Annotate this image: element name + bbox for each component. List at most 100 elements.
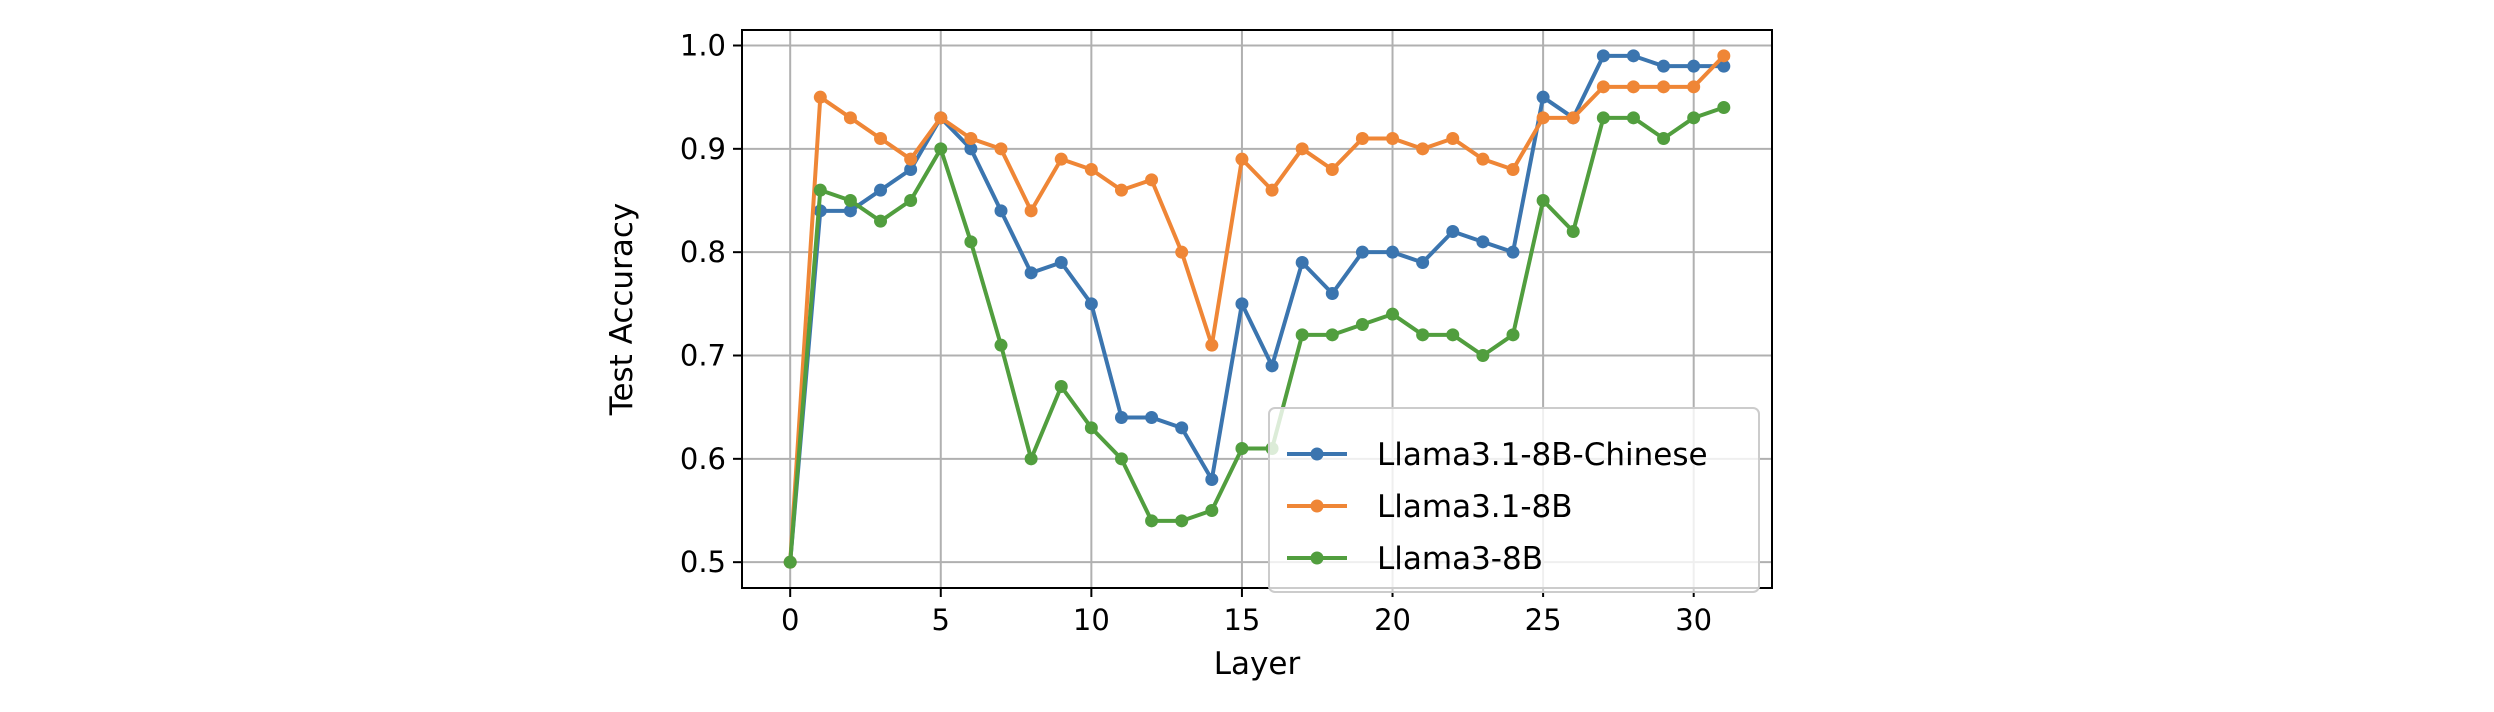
data-point bbox=[1114, 411, 1128, 424]
y-axis-label: Test Accuracy bbox=[604, 203, 640, 416]
data-point bbox=[1295, 142, 1309, 156]
data-point bbox=[843, 204, 857, 218]
data-point bbox=[1355, 132, 1369, 145]
x-tick-label: 10 bbox=[1073, 603, 1110, 637]
data-point bbox=[813, 183, 827, 197]
data-point bbox=[1325, 328, 1339, 342]
data-point bbox=[1566, 111, 1580, 125]
data-point bbox=[994, 142, 1008, 156]
data-point bbox=[904, 152, 918, 166]
data-point bbox=[1054, 256, 1068, 269]
data-point bbox=[1355, 318, 1369, 331]
data-point bbox=[1626, 80, 1640, 94]
data-point bbox=[994, 338, 1008, 352]
data-point bbox=[1084, 297, 1098, 311]
data-point bbox=[1476, 235, 1490, 249]
data-point bbox=[904, 163, 918, 176]
data-point bbox=[994, 204, 1008, 218]
series-llama3-8b bbox=[783, 101, 1731, 569]
y-tick-label: 0.5 bbox=[680, 545, 726, 579]
data-point bbox=[1416, 328, 1430, 342]
data-point bbox=[1114, 183, 1128, 197]
data-point bbox=[1657, 132, 1671, 145]
data-point bbox=[874, 132, 888, 145]
data-point bbox=[1024, 452, 1038, 466]
series-line bbox=[788, 105, 1725, 563]
data-point bbox=[1205, 338, 1219, 352]
data-point bbox=[1566, 225, 1580, 238]
x-tick-label: 30 bbox=[1675, 603, 1712, 637]
data-point bbox=[964, 142, 978, 156]
x-tick-label: 25 bbox=[1525, 603, 1562, 637]
x-tick-label: 15 bbox=[1223, 603, 1260, 637]
y-tick-label: 0.7 bbox=[680, 339, 726, 373]
data-point bbox=[813, 90, 827, 104]
y-tick-label: 0.9 bbox=[680, 132, 726, 166]
x-tick-label: 5 bbox=[932, 603, 950, 637]
data-point bbox=[1536, 111, 1550, 125]
data-point bbox=[1446, 132, 1460, 145]
data-point bbox=[964, 235, 978, 249]
legend-swatch-marker bbox=[1310, 551, 1324, 565]
data-point bbox=[1717, 49, 1731, 63]
data-point bbox=[1054, 380, 1068, 393]
data-point bbox=[934, 142, 948, 156]
data-point bbox=[1205, 473, 1219, 486]
data-point bbox=[1717, 101, 1731, 114]
legend-swatch-marker bbox=[1310, 447, 1324, 461]
data-point bbox=[1145, 173, 1159, 187]
legend: Llama3.1-8B-Chinese Llama3.1-8B Llama3-8B bbox=[1268, 407, 1760, 593]
data-point bbox=[934, 111, 948, 125]
legend-items: Llama3.1-8B-Chinese Llama3.1-8B Llama3-8B bbox=[1287, 437, 1708, 577]
y-tick-label: 0.6 bbox=[680, 442, 726, 476]
y-tick-label: 1.0 bbox=[680, 29, 726, 63]
legend-box bbox=[1268, 407, 1760, 593]
data-point bbox=[1416, 256, 1430, 269]
data-point bbox=[1386, 245, 1400, 259]
series-group bbox=[783, 49, 1731, 569]
data-point bbox=[1687, 80, 1701, 94]
data-point bbox=[1626, 111, 1640, 125]
x-tick-label: 0 bbox=[781, 603, 799, 637]
data-point bbox=[1265, 359, 1279, 373]
data-point bbox=[1596, 80, 1610, 94]
data-point bbox=[1325, 287, 1339, 300]
data-point bbox=[1687, 111, 1701, 125]
data-point bbox=[1687, 59, 1701, 73]
data-point bbox=[1205, 504, 1219, 517]
axis-ticks: 0 5 10 15 20 25 30 0.5 0.6 0.7 0.8 0.9 1.0 bbox=[680, 29, 1712, 638]
plot-frame bbox=[741, 29, 1773, 589]
data-point bbox=[1506, 245, 1520, 259]
data-point bbox=[1175, 421, 1189, 435]
data-point bbox=[1386, 132, 1400, 145]
data-point bbox=[1596, 49, 1610, 63]
data-point bbox=[1024, 266, 1038, 280]
legend-label: Llama3.1-8B bbox=[1377, 489, 1573, 525]
data-point bbox=[1657, 80, 1671, 94]
data-point bbox=[1446, 328, 1460, 342]
data-point bbox=[1536, 194, 1550, 207]
data-point bbox=[1295, 256, 1309, 269]
data-point bbox=[1235, 152, 1249, 166]
legend-entry: Llama3.1-8B bbox=[1287, 489, 1573, 525]
data-point bbox=[1596, 111, 1610, 125]
data-point bbox=[1084, 421, 1098, 435]
data-point bbox=[1175, 514, 1189, 528]
data-point bbox=[1084, 163, 1098, 176]
data-point bbox=[1295, 328, 1309, 342]
data-point bbox=[1446, 225, 1460, 238]
legend-swatch-marker bbox=[1310, 499, 1324, 513]
data-point bbox=[904, 194, 918, 207]
data-point bbox=[1054, 152, 1068, 166]
data-point bbox=[1355, 245, 1369, 259]
data-point bbox=[1657, 59, 1671, 73]
data-point bbox=[1717, 59, 1731, 73]
legend-label: Llama3-8B bbox=[1377, 541, 1543, 577]
data-point bbox=[874, 183, 888, 197]
data-point bbox=[1416, 142, 1430, 156]
data-point bbox=[1626, 49, 1640, 63]
data-point bbox=[1506, 163, 1520, 176]
data-point bbox=[1235, 297, 1249, 311]
data-point bbox=[1325, 163, 1339, 176]
data-point bbox=[1145, 514, 1159, 528]
